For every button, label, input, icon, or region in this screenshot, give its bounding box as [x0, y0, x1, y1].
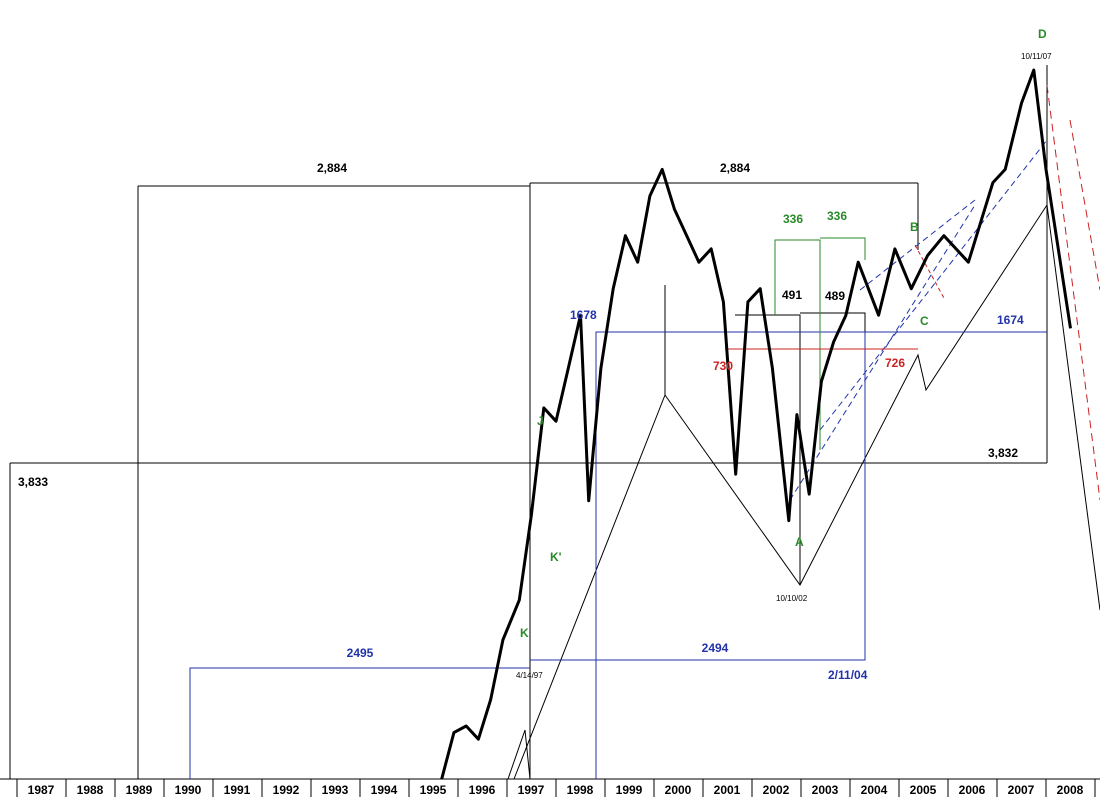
box-491 [735, 314, 801, 520]
x-axis-ticks: 1987 1988 1989 1990 1991 1992 1993 1994 1995 1996… [16, 779, 1096, 797]
date-4-14-97: 4/14/97 [516, 671, 543, 680]
x-tick-label: 1997 [518, 783, 545, 797]
blue-dashed-1 [789, 204, 976, 501]
x-tick-label: 1987 [28, 783, 55, 797]
label-B: B [910, 220, 919, 234]
x-tick-label: 1996 [469, 783, 496, 797]
price-series-line [440, 68, 1072, 780]
x-tick-label: 2006 [959, 783, 986, 797]
blue-dashed-2 [819, 139, 1048, 431]
label-2-11-04: 2/11/04 [828, 668, 868, 682]
label-2495: 2495 [347, 646, 374, 660]
zigzag-2 [507, 729, 531, 780]
x-tick-label: 2000 [665, 783, 692, 797]
green-box-336-a [774, 239, 821, 450]
blue-box-2494 [530, 332, 866, 661]
x-tick-label: 2004 [861, 783, 888, 797]
label-A: A [795, 535, 804, 549]
label-2884-right: 2,884 [720, 161, 750, 175]
label-730: 730 [713, 359, 733, 373]
x-tick-label: 1995 [420, 783, 447, 797]
green-box-336-b [820, 237, 866, 260]
label-K: K [520, 626, 529, 640]
x-tick-label: 2008 [1057, 783, 1084, 797]
x-tick-label: 1988 [77, 783, 104, 797]
x-tick-label: 2003 [812, 783, 839, 797]
red-dashed-1 [1046, 84, 1100, 501]
x-tick-label: 1990 [175, 783, 202, 797]
red-dashed-3 [914, 244, 946, 301]
label-3833: 3,833 [18, 475, 48, 489]
x-tick-label: 1992 [273, 783, 300, 797]
label-336-b: 336 [827, 209, 847, 223]
green-lines [774, 237, 866, 450]
x-tick-label: 1991 [224, 783, 251, 797]
blue-lines [189, 139, 1048, 779]
label-1674: 1674 [997, 313, 1024, 327]
label-2884-left: 2,884 [317, 161, 347, 175]
label-2494: 2494 [702, 641, 729, 655]
label-K-prime: K' [550, 550, 562, 564]
x-tick-label: 1999 [616, 783, 643, 797]
x-tick-label: 2001 [714, 783, 741, 797]
label-491: 491 [782, 288, 802, 302]
blue-box-2495 [189, 667, 530, 779]
blue-dashed-3 [859, 199, 976, 291]
annotations: 2,884 2,884 3,833 3,832 491 489 1678 167… [18, 27, 1052, 682]
label-3832: 3,832 [988, 446, 1018, 460]
x-tick-label: 1989 [126, 783, 153, 797]
label-1678: 1678 [570, 308, 597, 322]
x-tick-label: 2007 [1008, 783, 1035, 797]
x-tick-label: 2005 [910, 783, 937, 797]
label-J: J [537, 414, 544, 428]
label-C: C [920, 314, 929, 328]
label-726: 726 [885, 356, 905, 370]
date-10-10-02: 10/10/02 [776, 594, 808, 603]
label-336-a: 336 [783, 212, 803, 226]
x-tick-label: 1994 [371, 783, 398, 797]
x-tick-label: 1998 [567, 783, 594, 797]
red-dashed-2 [1069, 119, 1100, 291]
label-489: 489 [825, 289, 845, 303]
red-lines [725, 84, 1100, 501]
label-D: D [1038, 27, 1047, 41]
date-10-11-07: 10/11/07 [1021, 52, 1052, 61]
x-tick-label: 1993 [322, 783, 349, 797]
box-489 [800, 312, 866, 345]
x-tick-label: 2002 [763, 783, 790, 797]
zigzag-1 [513, 203, 1100, 780]
